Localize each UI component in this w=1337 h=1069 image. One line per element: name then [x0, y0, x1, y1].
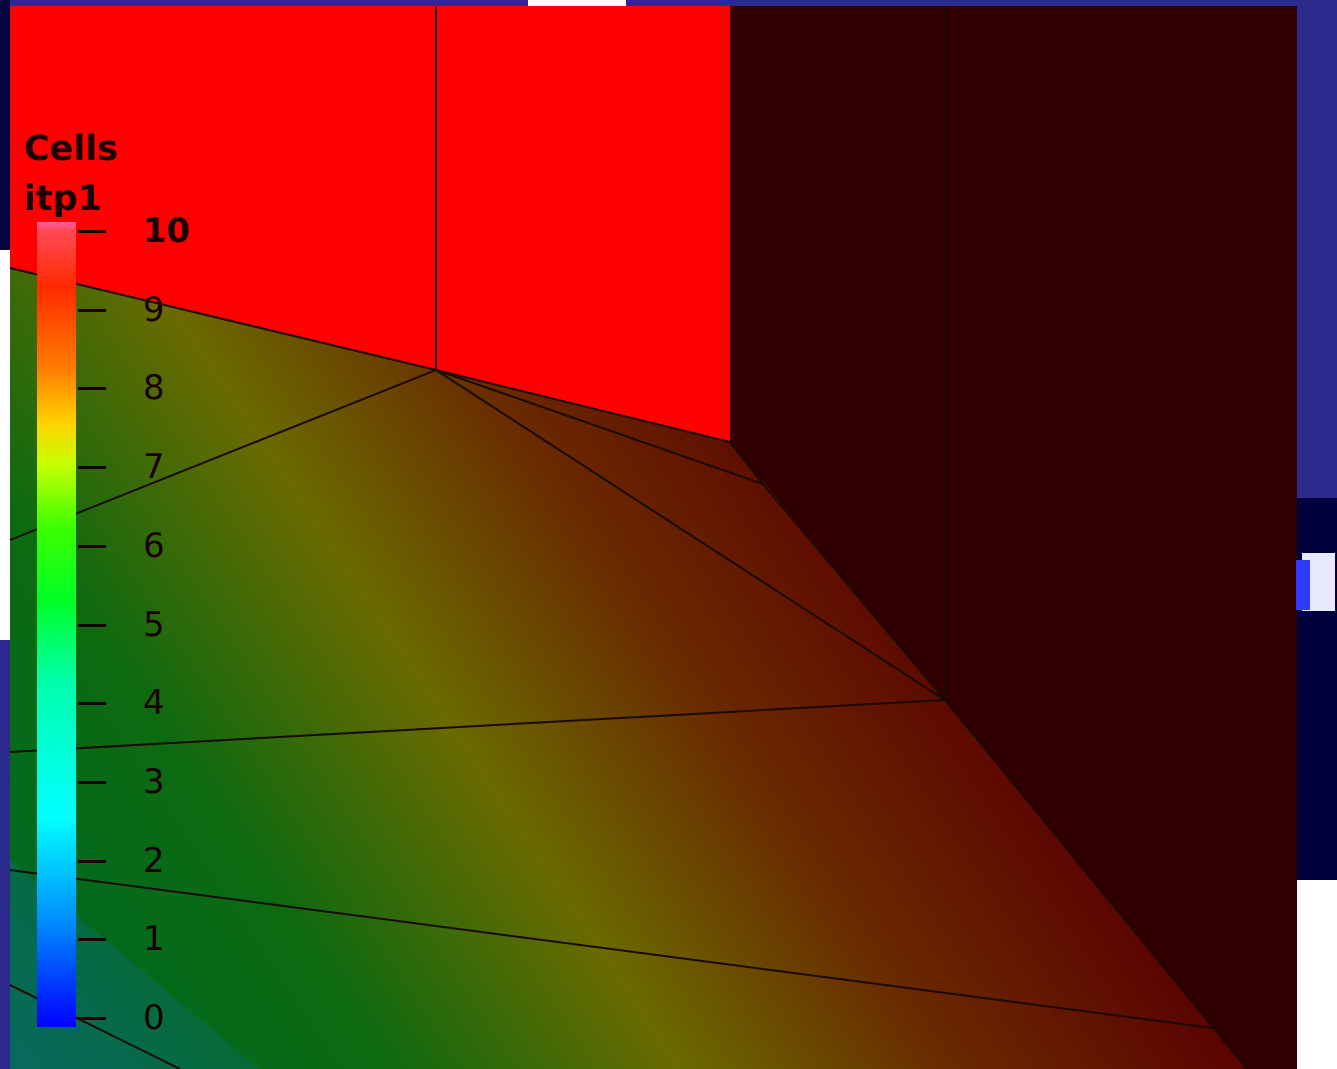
colorbar-tick-label: 1	[143, 919, 165, 960]
field-surface	[10, 268, 1247, 1069]
colorbar-tick-mark	[78, 938, 106, 942]
colorbar-tick-label: 3	[143, 761, 165, 802]
colorbar-tick-label: 4	[143, 683, 165, 724]
red-block-face	[10, 6, 730, 442]
colorbar-tick-mark	[78, 780, 106, 784]
colorbar-tick-label: 8	[143, 368, 165, 409]
colorbar-tick-label: 0	[143, 998, 165, 1038]
mesh-edges	[9, 6, 1248, 1069]
colorbar-tick-mark	[78, 230, 106, 233]
colorbar-tick-label: 7	[143, 447, 165, 488]
colorbar-tick-mark	[78, 1017, 106, 1020]
colorbar-tick-label: 6	[143, 525, 165, 566]
colorbar-tick-mark	[78, 623, 106, 627]
legend-title-line2: itp1	[24, 179, 103, 219]
colorbar-tick-mark	[78, 544, 106, 548]
colorbar-tick-mark	[78, 466, 106, 470]
colorbar-tick-label: 5	[143, 604, 165, 645]
left-white-panel	[0, 250, 10, 640]
colorbar-tick-mark	[78, 859, 106, 863]
top-white-strip	[528, 0, 626, 6]
colorbar-tick-label: 9	[143, 289, 165, 330]
colorbar-tick-label: 10	[143, 211, 191, 251]
legend-title: Cells itp1	[24, 124, 118, 224]
dark-block-face	[730, 6, 1297, 1069]
colorbar-tick-mark	[78, 308, 106, 312]
colorbar	[37, 222, 76, 1027]
right-blue-glyph	[1296, 560, 1310, 610]
colorbar-tick-mark	[78, 702, 106, 706]
colorbar-tick-label: 2	[143, 840, 165, 881]
colorbar-tick-mark	[78, 387, 106, 391]
right-white-panel	[1297, 880, 1337, 1069]
legend-title-line1: Cells	[24, 129, 119, 169]
